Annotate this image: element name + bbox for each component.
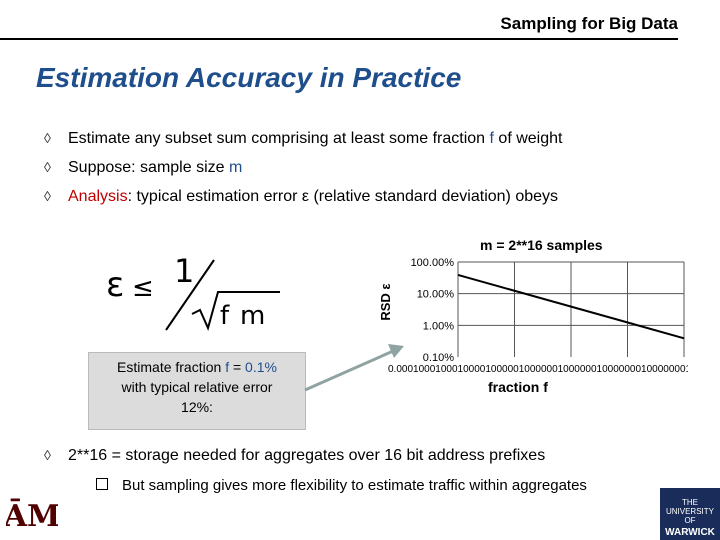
bullet-item: ◊ 2**16 = storage needed for aggregates … xyxy=(44,440,587,471)
bullet-highlight: m xyxy=(228,159,243,176)
sub-bullet-item: But sampling gives more flexibility to e… xyxy=(44,471,587,501)
bullet-item: ◊ Estimate any subset sum comprising at … xyxy=(44,124,562,153)
diamond-bullet-icon: ◊ xyxy=(44,447,51,463)
diamond-bullet-icon: ◊ xyxy=(44,159,51,175)
bullet-item: ◊ Analysis: typical estimation error ε (… xyxy=(44,182,562,211)
chart-title: m = 2**16 samples xyxy=(480,237,603,253)
x-tick-labels: 0.00010001000100001000001000000100000010… xyxy=(388,364,688,375)
warwick-logo: THE UNIVERSITY OF WARWICK xyxy=(660,488,720,540)
diamond-bullet-icon: ◊ xyxy=(44,130,51,146)
y-tick-label: 0.10% xyxy=(423,352,454,364)
formula-le: ≤ xyxy=(132,273,154,303)
formula-m: m xyxy=(240,301,265,331)
chart-ticks: 100.00% 10.00% 1.00% 0.10% xyxy=(411,257,455,364)
diamond-bullet-icon: ◊ xyxy=(44,188,51,204)
slide-header: Sampling for Big Data xyxy=(500,14,678,33)
sub-bullet-text: But sampling gives more flexibility to e… xyxy=(122,477,587,494)
y-axis-label: RSD ε xyxy=(378,283,393,320)
x-axis-label: fraction f xyxy=(488,379,548,395)
rsd-chart: m = 2**16 samples RSD ε fraction f 100.0… xyxy=(378,237,688,395)
bullet-text: of weight xyxy=(493,130,563,147)
formula-numerator: 1 xyxy=(174,252,194,290)
bullet-text: 2**16 = storage needed for aggregates ov… xyxy=(68,447,546,464)
bullet-highlight: f xyxy=(489,130,494,147)
formula-epsilon: ε xyxy=(106,265,124,305)
callout-box: Estimate fraction f = 0.1% with typical … xyxy=(88,352,306,430)
bullet-text: Estimate any subset sum comprising at le… xyxy=(68,130,490,147)
bullet-text: Suppose: sample size xyxy=(68,159,229,176)
rsd-series-line xyxy=(457,273,685,340)
bullet-text: : typical estimation error ε (relative s… xyxy=(127,188,559,205)
svg-text:ĀM: ĀM xyxy=(6,498,58,534)
sqrt-sign-icon xyxy=(191,291,280,331)
tamu-logo: ĀM xyxy=(6,490,58,534)
square-bullet-icon xyxy=(96,478,108,490)
chart-grid xyxy=(457,261,685,357)
y-tick-label: 1.00% xyxy=(423,320,454,332)
header-divider xyxy=(0,38,678,40)
slide-title: Estimation Accuracy in Practice xyxy=(36,62,462,93)
y-tick-label: 100.00% xyxy=(411,257,455,269)
fraction-slash xyxy=(165,259,215,331)
formula-f: f xyxy=(220,301,230,331)
bullet-list: ◊ Estimate any subset sum comprising at … xyxy=(44,124,562,211)
bullet-highlight-red: Analysis xyxy=(68,188,128,205)
y-tick-label: 10.00% xyxy=(417,289,455,301)
bottom-section: ◊ 2**16 = storage needed for aggregates … xyxy=(44,440,587,501)
bullet-item: ◊ Suppose: sample size m xyxy=(44,153,562,182)
error-formula: ε ≤ 1 f m xyxy=(106,252,280,331)
